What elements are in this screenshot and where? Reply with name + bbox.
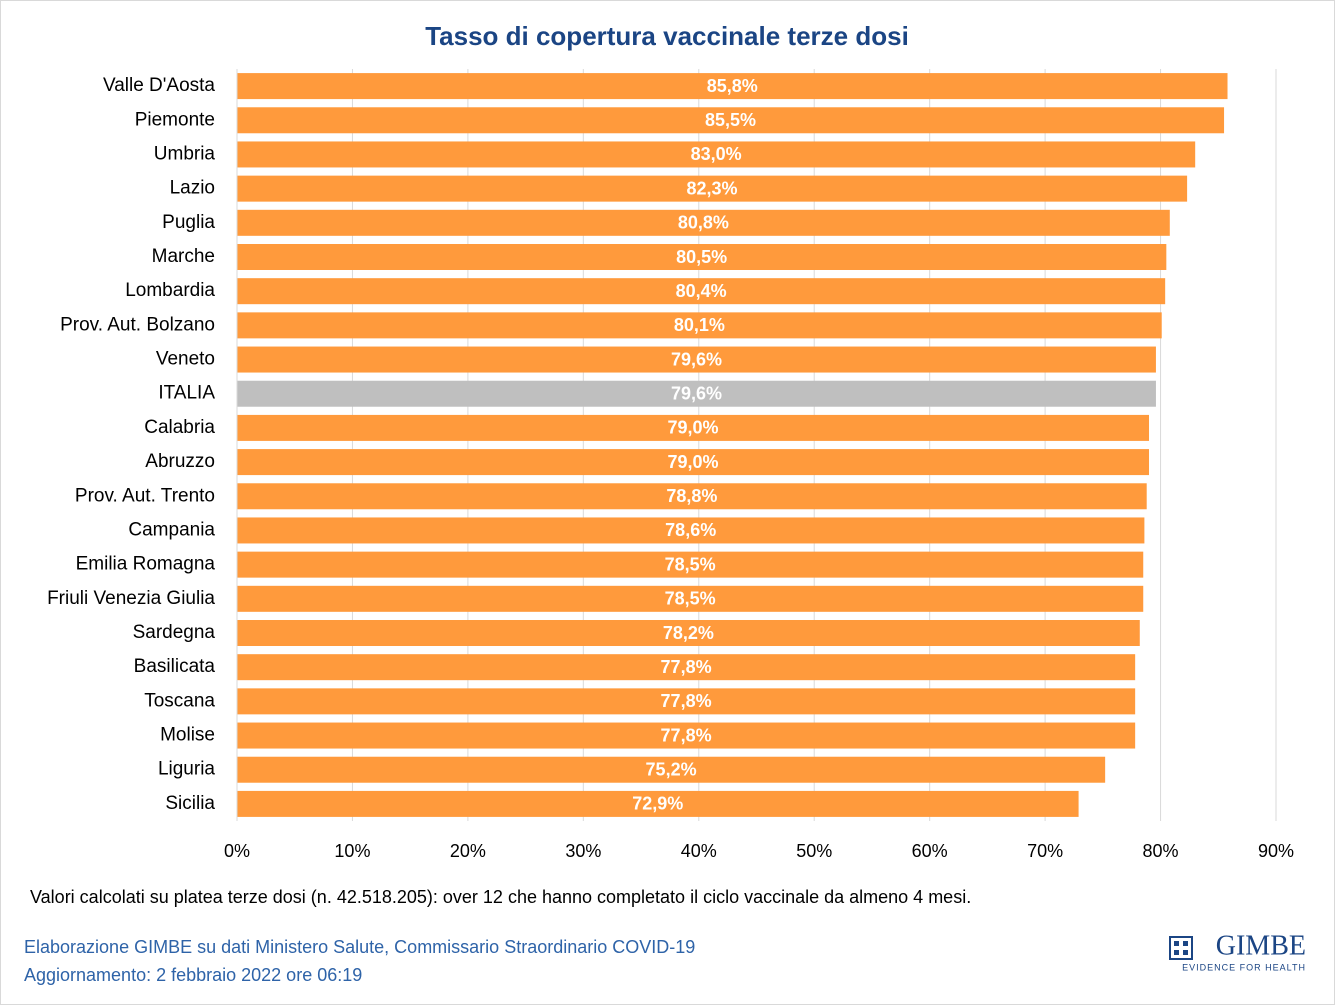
- y-tick-label: Calabria: [144, 417, 215, 438]
- x-tick-label: 0%: [224, 841, 250, 861]
- y-tick-label: Toscana: [144, 690, 215, 711]
- bar: [237, 585, 1144, 612]
- y-tick-label: Veneto: [156, 349, 215, 370]
- value-label: 72,9%: [632, 794, 683, 814]
- y-tick-label: ITALIA: [158, 383, 215, 404]
- value-label: 80,4%: [676, 281, 727, 301]
- y-tick-label: Abruzzo: [145, 451, 215, 472]
- x-tick-label: 80%: [1143, 841, 1179, 861]
- bar: [237, 141, 1196, 168]
- bar: [237, 175, 1188, 202]
- y-tick-label: Basilicata: [134, 656, 216, 677]
- value-label: 79,0%: [667, 418, 718, 438]
- value-label: 78,5%: [665, 554, 716, 574]
- y-tick-label: Campania: [128, 519, 215, 540]
- y-tick-label: Umbria: [154, 143, 216, 164]
- value-label: 78,5%: [665, 589, 716, 609]
- x-tick-label: 10%: [334, 841, 370, 861]
- value-label: 80,8%: [678, 213, 729, 233]
- bar: [237, 278, 1166, 305]
- y-tick-label: Valle D'Aosta: [103, 75, 215, 96]
- bar: [237, 346, 1156, 373]
- y-tick-label: Prov. Aut. Trento: [75, 485, 215, 506]
- y-tick-label: Sicilia: [165, 793, 215, 814]
- bar: [237, 756, 1106, 783]
- bar: [237, 380, 1156, 407]
- bar: [237, 722, 1136, 749]
- bar: [237, 517, 1145, 544]
- bar: [237, 790, 1079, 817]
- x-tick-label: 30%: [565, 841, 601, 861]
- x-tick-label: 70%: [1027, 841, 1063, 861]
- y-tick-label: Puglia: [162, 212, 215, 233]
- bar: [237, 620, 1140, 646]
- value-label: 82,3%: [687, 178, 738, 198]
- logo-icon: [1169, 936, 1193, 960]
- value-label: 79,6%: [671, 383, 722, 403]
- value-label: 77,8%: [661, 725, 712, 745]
- source: Elaborazione GIMBE su dati Ministero Sal…: [24, 937, 695, 957]
- value-label: 85,8%: [707, 76, 758, 96]
- y-tick-label: Liguria: [158, 759, 215, 780]
- bar: [237, 107, 1225, 134]
- value-label: 78,6%: [665, 520, 716, 540]
- value-label: 79,0%: [667, 452, 718, 472]
- value-label: 83,0%: [691, 144, 742, 164]
- value-label: 77,8%: [661, 657, 712, 677]
- x-tick-label: 50%: [796, 841, 832, 861]
- updated: Aggiornamento: 2 febbraio 2022 ore 06:19: [24, 965, 362, 985]
- y-tick-label: Lombardia: [125, 280, 215, 301]
- bar: [237, 73, 1228, 100]
- bar: [237, 688, 1136, 715]
- chart-title: Tasso di copertura vaccinale terze dosi: [425, 21, 909, 51]
- bar: [237, 312, 1162, 339]
- bar: [237, 551, 1144, 578]
- x-tick-label: 40%: [681, 841, 717, 861]
- value-label: 80,5%: [676, 247, 727, 267]
- y-tick-label: Prov. Aut. Bolzano: [60, 314, 215, 335]
- y-tick-label: Lazio: [170, 178, 215, 199]
- logo-tagline: EVIDENCE FOR HEALTH: [1182, 962, 1306, 972]
- note: Valori calcolati su platea terze dosi (n…: [30, 887, 971, 907]
- y-tick-label: Marche: [152, 246, 215, 267]
- value-label: 80,1%: [674, 315, 725, 335]
- x-tick-label: 60%: [912, 841, 948, 861]
- bar: [237, 244, 1167, 270]
- bar: [237, 654, 1136, 681]
- bar: [237, 209, 1170, 236]
- x-tick-label: 20%: [450, 841, 486, 861]
- bar: [237, 483, 1147, 510]
- value-label: 78,2%: [663, 623, 714, 643]
- value-label: 78,8%: [666, 486, 717, 506]
- value-label: 79,6%: [671, 349, 722, 369]
- value-label: 75,2%: [646, 759, 697, 779]
- y-tick-label: Molise: [160, 725, 215, 746]
- logo: GIMBE: [1216, 930, 1306, 961]
- x-tick-label: 90%: [1258, 841, 1294, 861]
- y-tick-label: Emilia Romagna: [76, 554, 216, 575]
- bar: [237, 414, 1150, 441]
- value-label: 85,5%: [705, 110, 756, 130]
- y-tick-label: Sardegna: [133, 622, 216, 643]
- value-label: 77,8%: [661, 691, 712, 711]
- bar: [237, 449, 1150, 476]
- y-tick-label: Piemonte: [135, 109, 215, 130]
- y-tick-label: Friuli Venezia Giulia: [47, 588, 215, 609]
